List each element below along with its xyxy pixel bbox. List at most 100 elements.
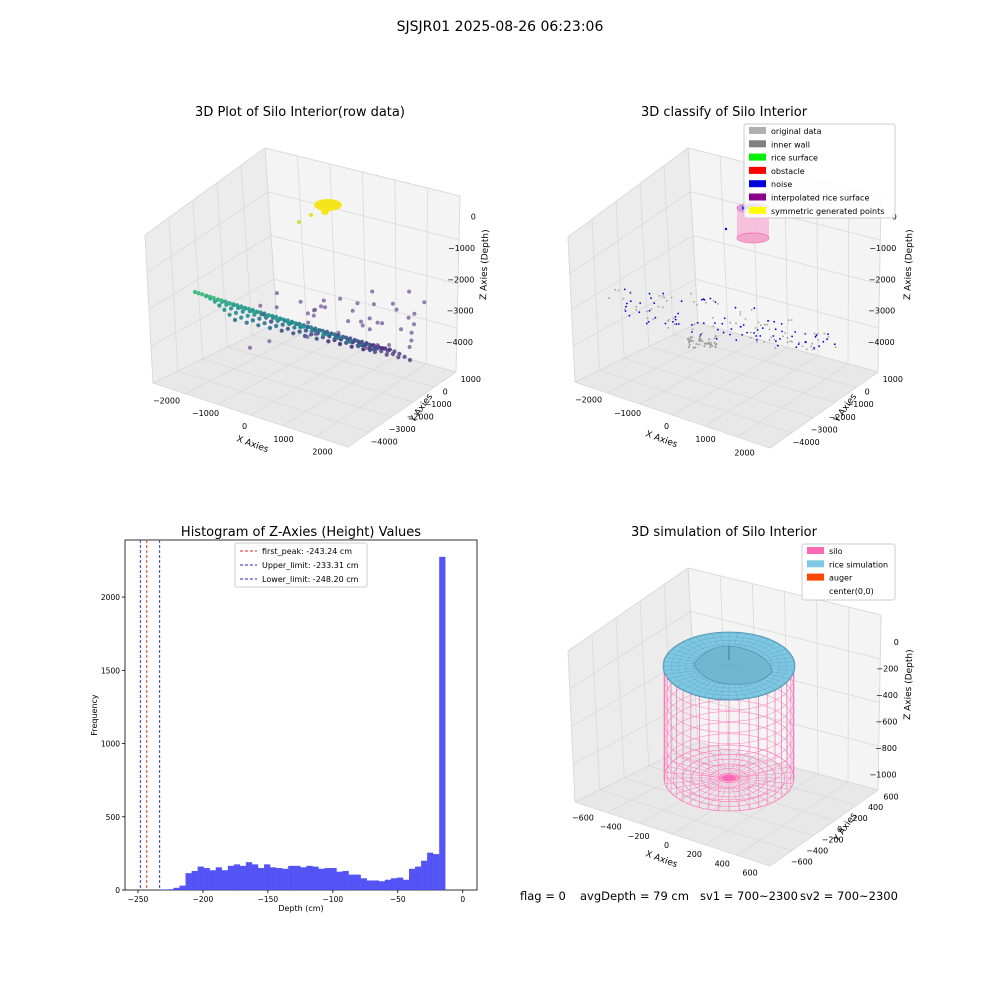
classified-point bbox=[670, 296, 673, 299]
scatter-point bbox=[292, 325, 297, 330]
classified-point bbox=[625, 305, 627, 308]
scatter-point bbox=[258, 310, 263, 315]
silo-floor-spoke bbox=[687, 777, 730, 804]
silo-floor-spoke bbox=[664, 777, 730, 784]
scatter-point bbox=[321, 332, 326, 337]
classified-point bbox=[650, 297, 652, 299]
classified-point bbox=[691, 328, 694, 331]
panel-simulation-3d: 3D simulation of Silo Interior −600−400−… bbox=[567, 525, 915, 877]
classified-point bbox=[646, 310, 648, 313]
grid-line bbox=[607, 330, 729, 394]
histogram-bar bbox=[439, 556, 446, 890]
scatter-point bbox=[219, 298, 224, 303]
histogram-bar bbox=[185, 873, 192, 890]
histogram-bar bbox=[312, 866, 319, 890]
classified-point bbox=[735, 339, 738, 342]
scatter-point bbox=[412, 311, 417, 316]
histogram-bar bbox=[415, 866, 422, 890]
classified-point bbox=[768, 339, 771, 341]
classified-point bbox=[704, 342, 707, 345]
classified-point bbox=[663, 296, 666, 299]
histogram-bar bbox=[258, 868, 265, 890]
scatter-point bbox=[371, 347, 376, 352]
classified-point bbox=[764, 323, 766, 326]
histogram-bar bbox=[264, 864, 271, 890]
scatter-point bbox=[384, 352, 389, 357]
legend-label: auger bbox=[829, 574, 853, 583]
classified-point bbox=[645, 322, 648, 325]
scatter-point bbox=[208, 294, 213, 299]
grid-line bbox=[624, 358, 814, 418]
panel2-xlabel: X Axies bbox=[644, 429, 679, 450]
scatter-point bbox=[291, 331, 296, 336]
classified-point bbox=[700, 338, 703, 341]
silo-floor-spoke bbox=[728, 761, 786, 779]
classified-point bbox=[714, 346, 717, 348]
panel2-zlabel: Z Axies (Depth) bbox=[903, 229, 915, 300]
grid-line bbox=[607, 749, 729, 814]
scatter-point bbox=[350, 308, 355, 313]
classified-point bbox=[803, 333, 806, 335]
grid-line bbox=[697, 322, 879, 373]
legend-label: inner wall bbox=[771, 140, 810, 149]
classified-point bbox=[780, 323, 783, 325]
grid-line bbox=[270, 235, 459, 285]
scatter-point bbox=[348, 336, 353, 341]
scatter-point bbox=[204, 293, 209, 298]
scatter-point bbox=[348, 339, 353, 344]
silo-floor-spoke bbox=[728, 777, 771, 804]
panel3-vlines bbox=[139, 540, 161, 890]
classified-point bbox=[744, 318, 747, 320]
scatter-point bbox=[251, 309, 256, 314]
classified-point bbox=[701, 332, 703, 334]
panel4-legend-items: silo rice simulation auger center(0,0) bbox=[807, 547, 888, 596]
panel1-zlabel: Z Axies (Depth) bbox=[479, 229, 491, 300]
grid-line bbox=[704, 355, 819, 427]
scatter-point bbox=[240, 309, 245, 314]
scatter-point bbox=[258, 303, 263, 308]
classified-point bbox=[712, 325, 714, 327]
classified-point bbox=[692, 346, 695, 349]
panel4-title: 3D simulation of Silo Interior bbox=[631, 525, 818, 540]
panel1-top-cluster-point bbox=[297, 220, 301, 224]
classified-point bbox=[712, 317, 714, 319]
silo-floor-spoke bbox=[706, 746, 730, 779]
histogram-bar bbox=[282, 868, 289, 890]
grid-line bbox=[202, 358, 392, 418]
x-tick-label: 600 bbox=[742, 868, 757, 877]
panel1-grid bbox=[144, 147, 461, 448]
classified-point bbox=[779, 338, 781, 340]
y-tick-label: −1000 bbox=[425, 400, 452, 409]
y-tick-label: 200 bbox=[853, 814, 868, 823]
scatter-point bbox=[375, 320, 380, 325]
scatter-point bbox=[269, 319, 274, 324]
classified-point bbox=[804, 341, 807, 343]
y-tick-label: 0 bbox=[443, 387, 448, 396]
z-tick-label: −4000 bbox=[446, 338, 473, 347]
scatter-point bbox=[286, 320, 291, 325]
scatter-point bbox=[211, 295, 216, 301]
histogram-bar bbox=[306, 865, 313, 890]
scatter-point bbox=[309, 325, 314, 330]
y-tick-label: 2000 bbox=[101, 593, 120, 602]
x-tick-label: −200 bbox=[628, 832, 650, 841]
scatter-point bbox=[340, 335, 345, 340]
scatter-point bbox=[256, 323, 261, 328]
grid-line bbox=[573, 698, 696, 765]
scatter-point bbox=[270, 313, 275, 319]
scatter-point bbox=[320, 328, 325, 333]
classified-point bbox=[791, 335, 793, 338]
classified-point bbox=[730, 328, 733, 330]
classified-point bbox=[689, 336, 692, 339]
classified-point bbox=[638, 311, 641, 314]
classified-point bbox=[691, 324, 693, 326]
scatter-point bbox=[367, 327, 372, 332]
silo-floor-spoke bbox=[687, 752, 730, 779]
scatter-point bbox=[246, 306, 251, 311]
histogram-bar bbox=[384, 879, 392, 890]
scatter-point bbox=[359, 343, 364, 348]
classified-point bbox=[798, 341, 801, 344]
histogram-bar bbox=[251, 864, 259, 890]
classified-point bbox=[794, 331, 797, 333]
scatter-point bbox=[223, 299, 228, 304]
